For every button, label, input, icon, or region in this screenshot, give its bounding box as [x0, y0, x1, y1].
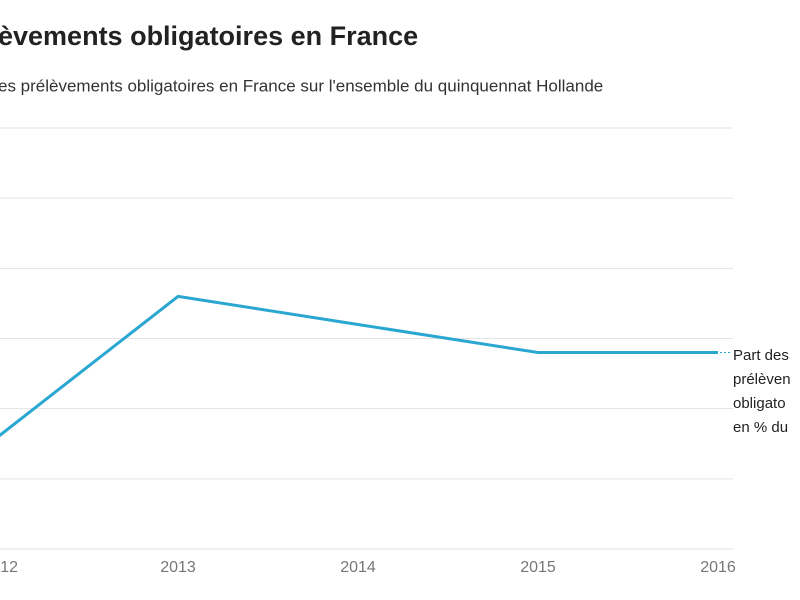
x-tick-label: 2013 — [160, 559, 196, 576]
series-label: Part des — [733, 347, 789, 364]
chart-title: èvements obligatoires en France — [0, 21, 418, 51]
chart-subtitle: es prélèvements obligatoires en France s… — [0, 76, 603, 95]
line-series — [0, 294, 718, 438]
x-tick-label: 2015 — [520, 559, 556, 576]
series-label: obligato — [733, 395, 786, 412]
x-tick-label: 2016 — [700, 559, 736, 576]
x-tick-label: 12 — [0, 559, 18, 576]
x-tick-label: 2014 — [340, 559, 376, 576]
series-label: prélèven — [733, 371, 791, 388]
series-label: en % du — [733, 419, 788, 436]
